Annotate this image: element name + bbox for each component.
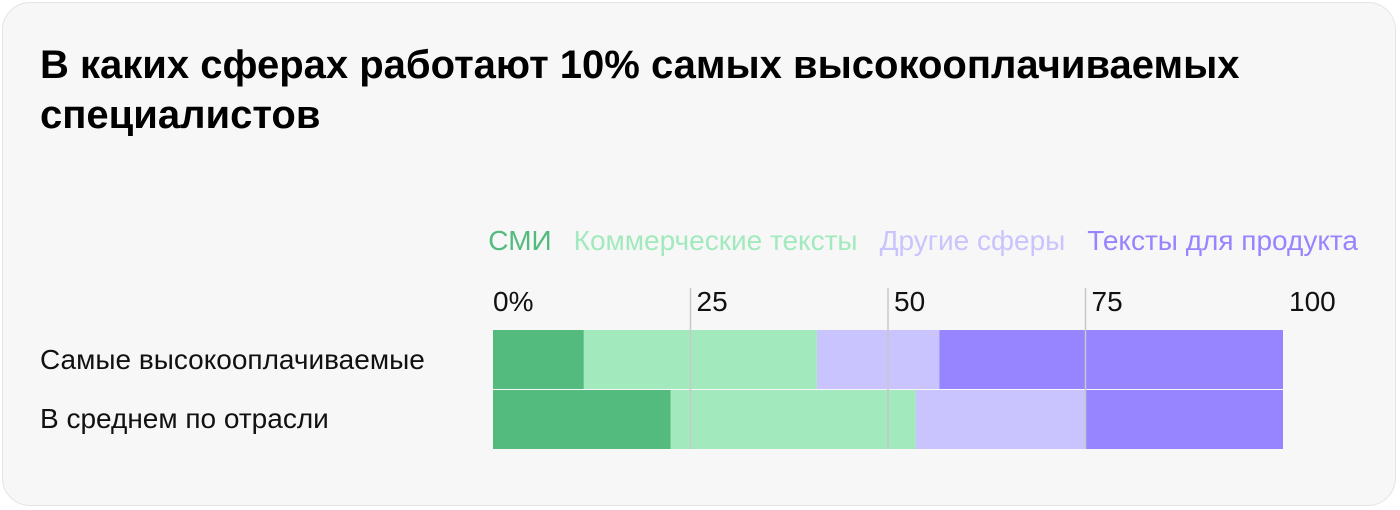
legend-item-other: Другие сферы: [879, 225, 1066, 256]
bar-segment-commercial-row-0: [583, 330, 817, 389]
bar-segment-product-row-0: [939, 330, 1283, 389]
tick-labels-group: 0% 25 50 75 100: [493, 286, 1336, 317]
x-tick-label-25: 25: [697, 286, 728, 317]
x-tick-label-100: 100: [1289, 286, 1336, 317]
chart-title: В каких сферах работают 10% самых высоко…: [40, 43, 1240, 137]
bars-group: [493, 330, 1283, 449]
gridlines-group: [689, 288, 1087, 449]
bar-segment-commercial-row-1: [670, 390, 916, 449]
category-label-top-earners: Самые высокооплачиваемые: [40, 344, 425, 375]
legend: СМИ Коммерческие тексты Другие сферы Тек…: [488, 224, 1358, 258]
legend-item-commercial: Коммерческие тексты: [573, 225, 858, 256]
x-tick-label-50: 50: [894, 286, 925, 317]
legend-item-product: Тексты для продукта: [1087, 225, 1358, 256]
bar-segment-other-row-1: [915, 390, 1086, 449]
legend-item-smi: СМИ: [488, 225, 552, 256]
bar-segment-other-row-0: [816, 330, 940, 389]
bar-segment-smi-row-0: [493, 330, 584, 389]
bar-segment-smi-row-1: [493, 390, 671, 449]
bar-segment-product-row-1: [1085, 390, 1283, 449]
x-tick-label-0: 0%: [493, 286, 533, 317]
category-label-industry-average: В среднем по отрасли: [40, 403, 329, 434]
x-tick-label-75: 75: [1092, 286, 1123, 317]
